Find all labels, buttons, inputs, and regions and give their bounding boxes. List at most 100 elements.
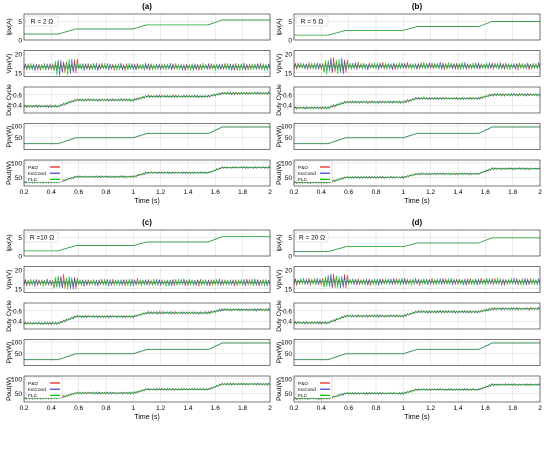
x-tick-label: 0.2: [289, 405, 298, 412]
annotation-box: [25, 15, 59, 27]
y-tick-label: 0: [18, 254, 22, 261]
axes-frame: [23, 86, 271, 114]
x-tick-label: 1.4: [183, 405, 192, 412]
subplot-ipva: 0 5 Ipv(A) R = 2 Ω: [6, 13, 271, 45]
series-line-flc: [294, 237, 540, 252]
y-tick-label: 0.4: [283, 103, 292, 110]
x-tick-label: 1.6: [481, 189, 490, 196]
x-tick-label: 0.2: [19, 405, 28, 412]
axes-frame: [23, 123, 271, 150]
y-axis-label: Duty Cycle: [6, 84, 13, 116]
y-tick-label: 0: [288, 254, 292, 261]
x-tick-label: 1: [402, 405, 406, 412]
legend-label: IncCond: [28, 171, 46, 177]
y-tick-label: 100: [281, 339, 292, 346]
y-tick-label: 50: [15, 351, 23, 358]
y-tick-label: 0: [18, 38, 22, 45]
axes-frame: [293, 159, 541, 187]
subplot-ipva: 0 5 Ipv(A) R =10 Ω: [6, 229, 271, 261]
y-tick-label: 15: [15, 70, 23, 77]
x-tick-label: 0.6: [74, 405, 83, 412]
axes-frame: [293, 266, 541, 293]
y-tick-label: 50: [15, 175, 23, 182]
x-axis-label: Time (s): [404, 414, 429, 421]
x-tick-label: 0.6: [344, 189, 353, 196]
x-tick-label: 1.6: [211, 189, 220, 196]
legend-label: IncCond: [298, 171, 316, 177]
x-tick-label: 1.4: [183, 189, 192, 196]
x-tick-label: 1.6: [211, 405, 220, 412]
axes-frame: [293, 375, 541, 403]
legend-box: [295, 160, 333, 183]
x-tick-label: 2: [538, 405, 542, 412]
x-tick-label: 0.4: [47, 405, 56, 412]
series-line-flc: [23, 275, 271, 290]
y-tick-label: 100: [281, 123, 292, 130]
series-line-flc: [24, 236, 270, 252]
series-line-inccond: [24, 19, 270, 35]
panel-title: (b): [412, 2, 423, 11]
x-tick-label: 0.4: [317, 405, 326, 412]
x-tick-label: 0.2: [289, 189, 298, 196]
series-line-po: [294, 237, 540, 252]
series-line-po: [23, 165, 271, 184]
y-tick-label: 100: [11, 339, 22, 346]
axes-frame: [293, 13, 541, 41]
y-tick-label: 100: [11, 160, 22, 167]
subplot-ipva: 0 5 Ipv(A) R = 20 Ω: [276, 229, 541, 261]
x-tick-label: 1: [402, 189, 406, 196]
y-tick-label: 50: [285, 351, 293, 358]
x-tick-label: 0.2: [19, 189, 28, 196]
x-tick-label: 2: [538, 189, 542, 196]
series-line-flc: [23, 307, 271, 326]
legend-label: FLC: [28, 177, 38, 183]
y-tick-label: 50: [285, 135, 293, 142]
legend-box: [295, 376, 333, 399]
y-axis-label: Vpv(V): [6, 54, 13, 74]
y-tick-label: 20: [15, 52, 23, 59]
axes-frame: [23, 375, 271, 403]
x-tick-label: 1.8: [508, 189, 517, 196]
y-tick-label: 0.4: [13, 319, 22, 326]
y-tick-label: 20: [285, 268, 293, 275]
y-tick-label: 5: [18, 19, 22, 26]
axes-frame: [23, 229, 271, 257]
y-axis-label: Pout(W): [276, 377, 283, 401]
y-tick-label: 50: [15, 135, 23, 142]
x-tick-label: 0.8: [371, 189, 380, 196]
panel-title: (d): [412, 218, 423, 227]
axes-frame: [23, 50, 271, 77]
x-tick-label: 0.6: [344, 405, 353, 412]
x-tick-label: 1: [132, 405, 136, 412]
y-axis-label: Ipv(A): [276, 18, 283, 35]
y-tick-label: 5: [288, 19, 292, 26]
x-tick-label: 1.4: [453, 405, 462, 412]
y-axis-label: Ppv(W): [6, 342, 13, 364]
y-tick-label: 0: [288, 38, 292, 45]
axes-frame: [23, 266, 271, 293]
legend-label: IncCond: [298, 387, 316, 393]
y-tick-label: 15: [285, 70, 293, 77]
x-tick-label: 1.6: [481, 405, 490, 412]
y-axis-label: Ipv(A): [276, 234, 283, 251]
series-line-po: [24, 19, 270, 35]
legend-box: [25, 376, 63, 399]
x-tick-label: 0.4: [47, 189, 56, 196]
axes-frame: [23, 302, 271, 330]
series-line-po: [294, 21, 540, 36]
annotation-box: [295, 231, 329, 243]
x-tick-label: 1.2: [426, 405, 435, 412]
y-tick-label: 20: [285, 52, 293, 59]
y-tick-label: 50: [285, 391, 293, 398]
